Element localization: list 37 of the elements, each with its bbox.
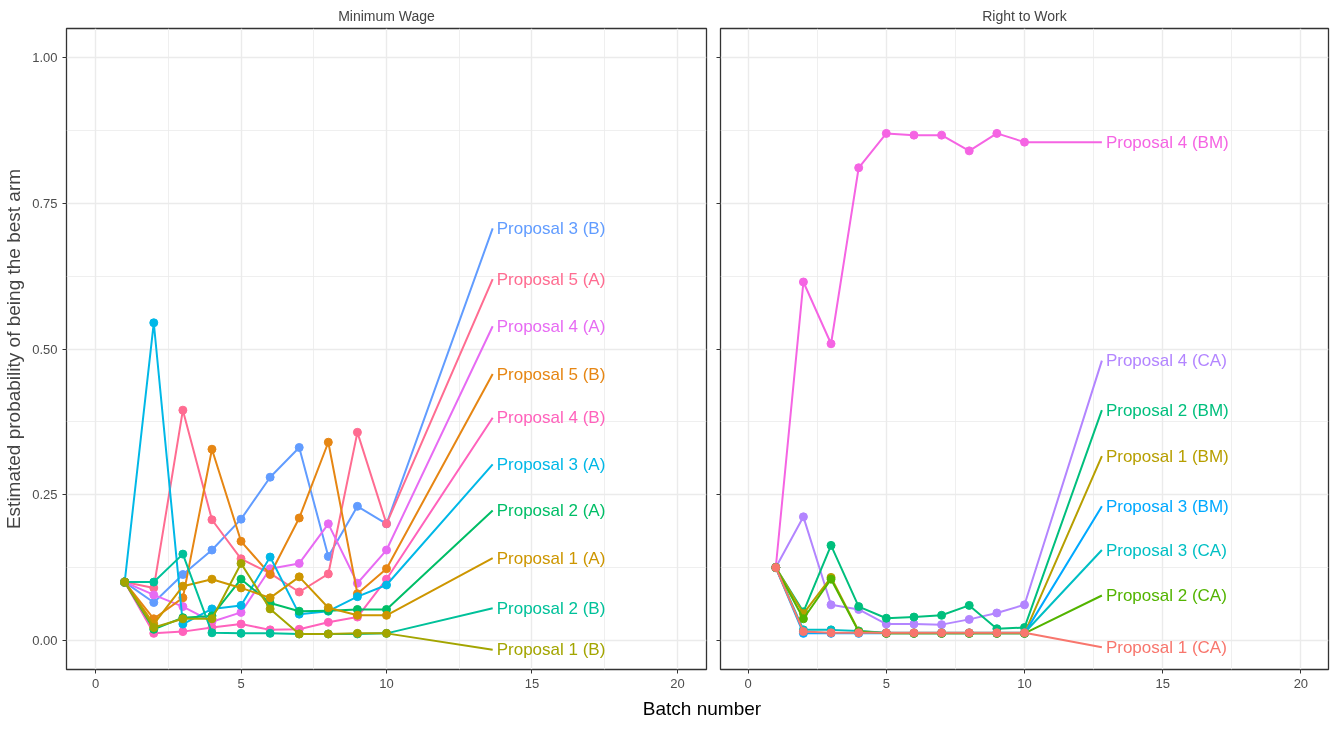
series-label: Proposal 3 (A) <box>496 454 606 474</box>
series-label: Proposal 3 (B) <box>496 218 606 238</box>
x-tick-label: 5 <box>237 675 245 691</box>
x-tick-label: 10 <box>379 675 394 691</box>
x-tick-label: 15 <box>1155 675 1170 691</box>
series-label: Proposal 3 (BM) <box>1105 496 1229 516</box>
chart-title: Minimum Wage <box>338 7 436 24</box>
y-tick-label: 1.00 <box>32 50 58 66</box>
x-tick-label: 15 <box>524 675 540 691</box>
y-axis-title: Estimated probability of being the best arm <box>3 168 25 530</box>
series-label: Proposal 1 (B) <box>496 640 606 660</box>
series-label: Proposal 3 (CA) <box>1105 540 1227 560</box>
x-tick-label: 20 <box>670 675 685 691</box>
series-label: Proposal 4 (CA) <box>1105 351 1227 371</box>
y-tick-label: 0.75 <box>32 195 58 211</box>
series-label: Proposal 2 (A) <box>496 500 606 520</box>
series-label: Proposal 5 (A) <box>496 269 606 289</box>
series-label: Proposal 5 (B) <box>496 364 606 384</box>
series-label: Proposal 4 (B) <box>496 408 606 428</box>
x-tick-label: 20 <box>1293 675 1309 691</box>
series-label: Proposal 1 (BM) <box>1105 446 1229 466</box>
y-tick-label: 0.00 <box>32 632 58 648</box>
series-label: Proposal 1 (CA) <box>1105 637 1227 657</box>
series-label: Proposal 2 (CA) <box>1105 585 1227 605</box>
series-label: Proposal 2 (BM) <box>1105 400 1229 420</box>
series-label: Proposal 4 (BM) <box>1105 132 1229 152</box>
series-label: Proposal 2 (B) <box>496 598 606 618</box>
series-label: Proposal 1 (A) <box>496 548 606 568</box>
y-tick-label: 0.25 <box>32 487 58 503</box>
chart-title: Right to Work <box>982 7 1068 24</box>
x-tick-label: 0 <box>91 675 100 691</box>
y-tick-label: 0.50 <box>32 341 58 357</box>
x-tick-label: 0 <box>744 675 752 691</box>
x-tick-label: 5 <box>882 675 890 691</box>
series-label: Proposal 4 (A) <box>496 316 606 336</box>
x-tick-label: 10 <box>1017 675 1032 691</box>
x-axis-title: Batch number <box>642 697 762 721</box>
